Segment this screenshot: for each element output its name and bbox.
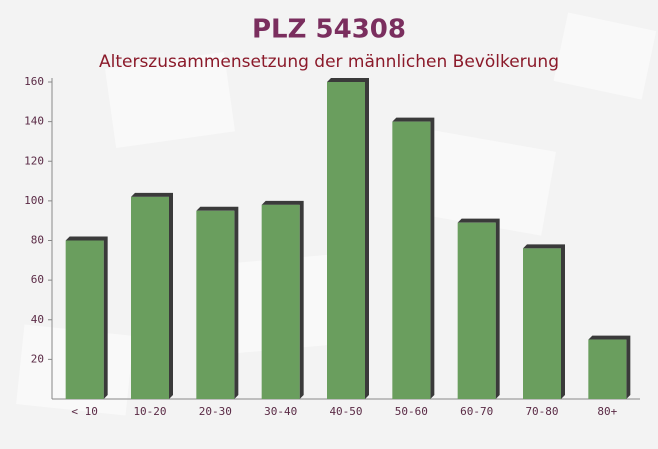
- y-tick-label: 160: [24, 75, 44, 88]
- x-tick-label: 80+: [597, 405, 617, 418]
- y-tick-label: 60: [31, 273, 44, 286]
- bar: [65, 240, 104, 399]
- x-tick-label: 50-60: [395, 405, 428, 418]
- bar: [196, 210, 235, 399]
- bar: [523, 248, 561, 399]
- bar: [131, 196, 169, 399]
- bar: [588, 339, 627, 399]
- y-tick-label: 80: [31, 234, 44, 247]
- x-tick-label: 60-70: [460, 405, 493, 418]
- x-tick-label: 70-80: [525, 405, 558, 418]
- y-tick-label: 40: [31, 313, 44, 326]
- x-tick-label: 20-30: [199, 405, 232, 418]
- bar: [392, 121, 431, 399]
- y-tick-label: 140: [24, 115, 44, 128]
- bar: [327, 82, 365, 399]
- y-tick-label: 100: [24, 194, 44, 207]
- chart-subtitle: Alterszusammensetzung der männlichen Bev…: [99, 52, 559, 72]
- x-tick-label: 40-50: [329, 405, 362, 418]
- x-tick-label: < 10: [71, 405, 98, 418]
- y-tick-label: 120: [24, 154, 44, 167]
- chart-title: PLZ 54308: [252, 15, 406, 45]
- y-tick-label: 20: [31, 352, 44, 365]
- x-tick-label: 30-40: [264, 405, 297, 418]
- x-tick-label: 10-20: [133, 405, 166, 418]
- bar: [261, 204, 300, 399]
- bar: [457, 222, 496, 399]
